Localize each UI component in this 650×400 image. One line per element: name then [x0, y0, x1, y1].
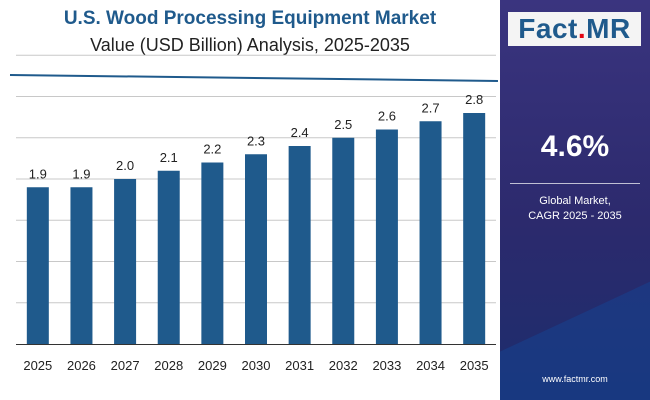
x-tick-2035: 2035: [460, 358, 489, 373]
bar-2030: [245, 154, 267, 344]
chart-title: U.S. Wood Processing Equipment Market: [63, 8, 437, 29]
bar-2029: [201, 162, 224, 344]
bar-2032: [332, 137, 355, 344]
data-label-2026: 1.9: [72, 166, 90, 181]
data-label-2029: 2.2: [203, 142, 221, 157]
cagr-divider: [510, 183, 640, 184]
website-link[interactable]: www.factmr.com: [542, 374, 608, 384]
factmr-logo: Fact. MR: [508, 12, 641, 46]
data-label-2034: 2.7: [422, 100, 440, 115]
data-label-2028: 2.1: [160, 150, 178, 165]
bar-2034: [419, 121, 442, 344]
data-label-2032: 2.5: [334, 117, 352, 132]
data-label-2025: 1.9: [29, 166, 47, 181]
cagr-label-line1: Global Market,: [539, 195, 611, 207]
chart-subtitle: Value (USD Billion) Analysis, 2025-2035: [90, 35, 410, 55]
bar-chart: 1.9 2025 1.9 2026 2.0 2027 2.1 2028 2.2 2029 2.3 20…: [16, 54, 496, 373]
bar-2028: [157, 170, 180, 344]
bar-2025: [26, 187, 49, 344]
x-tick-2031: 2031: [285, 358, 314, 373]
sidebar-panel: Fact. MR 4.6% Global Market, CAGR 2025 - …: [500, 0, 650, 400]
x-tick-2028: 2028: [154, 358, 183, 373]
cagr-label: Global Market, CAGR 2025 - 2035: [500, 194, 650, 224]
data-label-2027: 2.0: [116, 158, 134, 173]
bar-2031: [288, 146, 311, 344]
data-label-2033: 2.6: [378, 109, 396, 124]
bar-2026: [70, 187, 93, 344]
cagr-label-line2: CAGR 2025 - 2035: [528, 210, 622, 222]
x-tick-2034: 2034: [416, 358, 445, 373]
x-tick-2030: 2030: [242, 358, 271, 373]
data-label-2031: 2.4: [291, 125, 309, 140]
x-tick-2026: 2026: [67, 358, 96, 373]
bar-2027: [114, 179, 137, 344]
data-label-2030: 2.3: [247, 133, 265, 148]
x-tick-2032: 2032: [329, 358, 358, 373]
data-label-2035: 2.8: [465, 92, 483, 107]
bar-2033: [375, 129, 398, 344]
bar-2035: [463, 113, 486, 344]
x-tick-2027: 2027: [111, 358, 140, 373]
x-tick-2025: 2025: [23, 358, 52, 373]
x-tick-2029: 2029: [198, 358, 227, 373]
cagr-value: 4.6%: [540, 130, 610, 163]
x-tick-2033: 2033: [372, 358, 401, 373]
